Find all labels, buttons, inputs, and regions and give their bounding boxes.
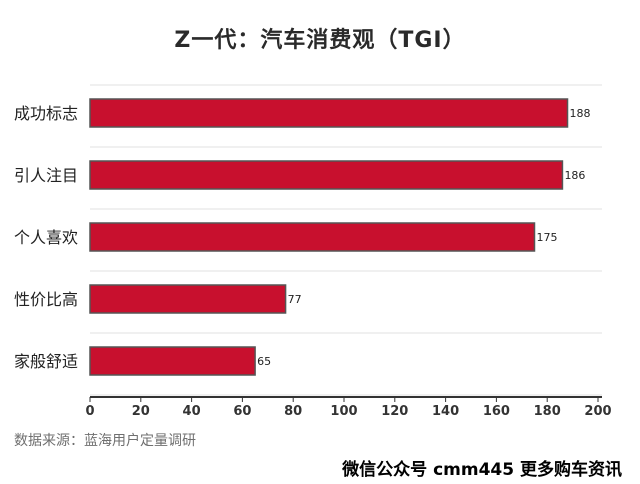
bar bbox=[89, 160, 564, 190]
bar bbox=[89, 222, 536, 252]
x-tick-label: 160 bbox=[483, 404, 510, 419]
x-tick-label: 120 bbox=[381, 404, 408, 419]
x-tick-label: 40 bbox=[183, 404, 201, 419]
category-label: 个人喜欢 bbox=[14, 228, 78, 247]
source-note: 数据来源：蓝海用户定量调研 bbox=[14, 433, 196, 449]
x-tick-label: 80 bbox=[284, 404, 302, 419]
chart-title: Z一代：汽车消费观（TGI） bbox=[174, 28, 466, 53]
category-label: 成功标志 bbox=[14, 104, 78, 123]
bar-chart: 成功标志 188 引人注目 186 个人喜欢 175 性价比高 77 家般舒适 65 0 20 40 60… bbox=[14, 84, 612, 419]
x-tick-label: 140 bbox=[432, 404, 459, 419]
value-label: 186 bbox=[564, 169, 585, 182]
x-tick-label: 0 bbox=[85, 404, 94, 419]
x-tick-label: 200 bbox=[584, 404, 611, 419]
x-tick-label: 180 bbox=[534, 404, 561, 419]
bar bbox=[89, 346, 256, 376]
value-label: 77 bbox=[288, 293, 302, 306]
value-label: 65 bbox=[257, 355, 271, 368]
watermark-text: 微信公众号 cmm445 更多购车资讯 bbox=[342, 460, 622, 480]
category-label: 性价比高 bbox=[14, 290, 78, 309]
x-tick-label: 100 bbox=[330, 404, 357, 419]
bar bbox=[89, 284, 287, 314]
category-label: 家般舒适 bbox=[14, 352, 78, 371]
bar bbox=[89, 98, 569, 128]
value-label: 188 bbox=[570, 107, 591, 120]
x-tick-label: 60 bbox=[233, 404, 251, 419]
category-label: 引人注目 bbox=[14, 166, 78, 185]
value-label: 175 bbox=[537, 231, 558, 244]
x-tick-label: 20 bbox=[132, 404, 150, 419]
